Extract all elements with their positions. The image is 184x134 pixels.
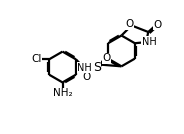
Text: NH: NH xyxy=(77,63,92,73)
Text: NH: NH xyxy=(142,37,157,47)
Text: S: S xyxy=(93,61,101,74)
Text: O: O xyxy=(83,72,91,82)
Text: O: O xyxy=(125,19,133,29)
Text: NH₂: NH₂ xyxy=(53,88,72,98)
Text: O: O xyxy=(102,53,111,63)
Text: O: O xyxy=(153,20,162,30)
Text: Cl: Cl xyxy=(31,54,42,64)
